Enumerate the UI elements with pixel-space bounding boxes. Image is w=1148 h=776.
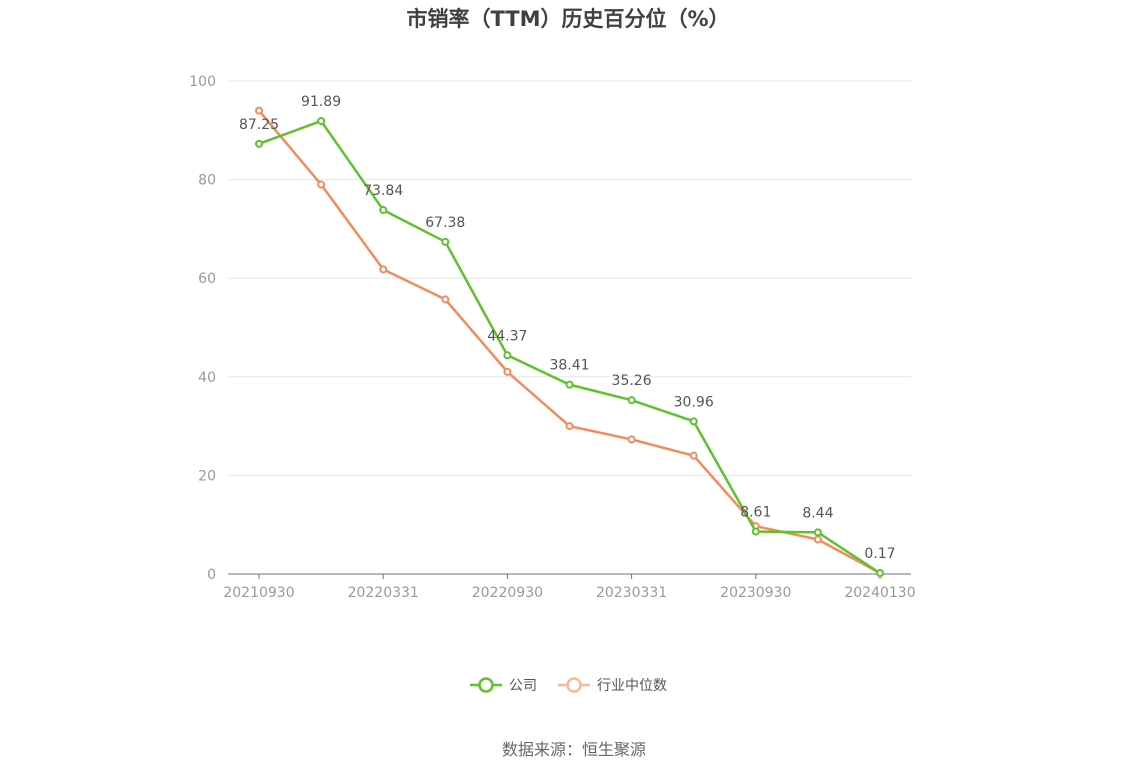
source-note: 数据来源：恒生聚源 [502,740,646,759]
x-tick-label: 20240130 [844,585,915,601]
line-company [258,119,881,575]
y-tick-label: 60 [198,271,216,287]
legend: 公司 行业中位数 [470,677,667,694]
data-label: 87.25 [239,117,279,133]
data-point[interactable] [441,237,450,246]
x-tick-label: 20230331 [596,585,667,601]
data-label: 8.44 [802,505,833,521]
data-point[interactable] [565,380,574,389]
data-point[interactable] [255,106,263,115]
legend-marker-company [478,677,494,693]
legend-item-industry-median[interactable]: 行业中位数 [558,677,667,694]
legend-marker-industry-median [566,677,582,693]
data-label: 8.61 [740,505,771,521]
data-label: 38.41 [549,358,589,374]
data-point[interactable] [565,422,574,431]
data-point[interactable] [627,396,636,405]
x-tick-label: 20220331 [348,585,419,601]
data-point[interactable] [503,367,512,376]
y-tick-label: 40 [198,370,216,386]
data-point[interactable] [876,569,884,578]
x-axis-ticks: 20210930 20220331 20220930 20230331 20230930… [223,574,916,601]
data-point[interactable] [441,295,450,304]
series-company [255,116,884,578]
data-label: 73.84 [363,183,403,199]
data-point[interactable] [317,180,326,189]
data-point[interactable] [751,527,760,536]
data-point[interactable] [689,451,698,460]
legend-label-industry-median: 行业中位数 [597,678,667,694]
data-point[interactable] [689,417,698,426]
data-point[interactable] [379,265,388,274]
chart-title: 市销率（TTM）历史百分位（%） [406,7,729,31]
data-point[interactable] [627,435,636,444]
data-label: 67.38 [425,215,465,231]
y-tick-label: 80 [198,173,216,189]
y-tick-label: 0 [207,567,216,583]
data-label: 30.96 [674,394,714,410]
x-tick-label: 20220930 [472,585,543,601]
data-label: 44.37 [487,328,527,344]
data-label: 91.89 [301,94,341,110]
data-point[interactable] [813,528,822,537]
data-labels: 87.25 91.89 73.84 67.38 44.37 38.41 35.26 30.96… [239,94,896,562]
data-point[interactable] [379,205,388,214]
data-point[interactable] [317,116,326,125]
data-point[interactable] [503,351,512,360]
grid-lines [228,80,911,476]
data-label: 0.17 [864,546,895,562]
data-point[interactable] [813,535,822,544]
data-point[interactable] [255,139,263,148]
y-tick-label: 100 [189,74,216,90]
legend-item-company[interactable]: 公司 [470,677,537,694]
data-label: 35.26 [612,373,652,389]
x-tick-label: 20210930 [223,585,294,601]
legend-label-company: 公司 [509,678,537,694]
y-tick-label: 20 [198,468,216,484]
series-lines [255,106,884,578]
series-industry-median [255,106,884,578]
y-axis-ticks: 0 20 40 60 80 100 [189,74,216,583]
x-tick-label: 20230930 [720,585,791,601]
